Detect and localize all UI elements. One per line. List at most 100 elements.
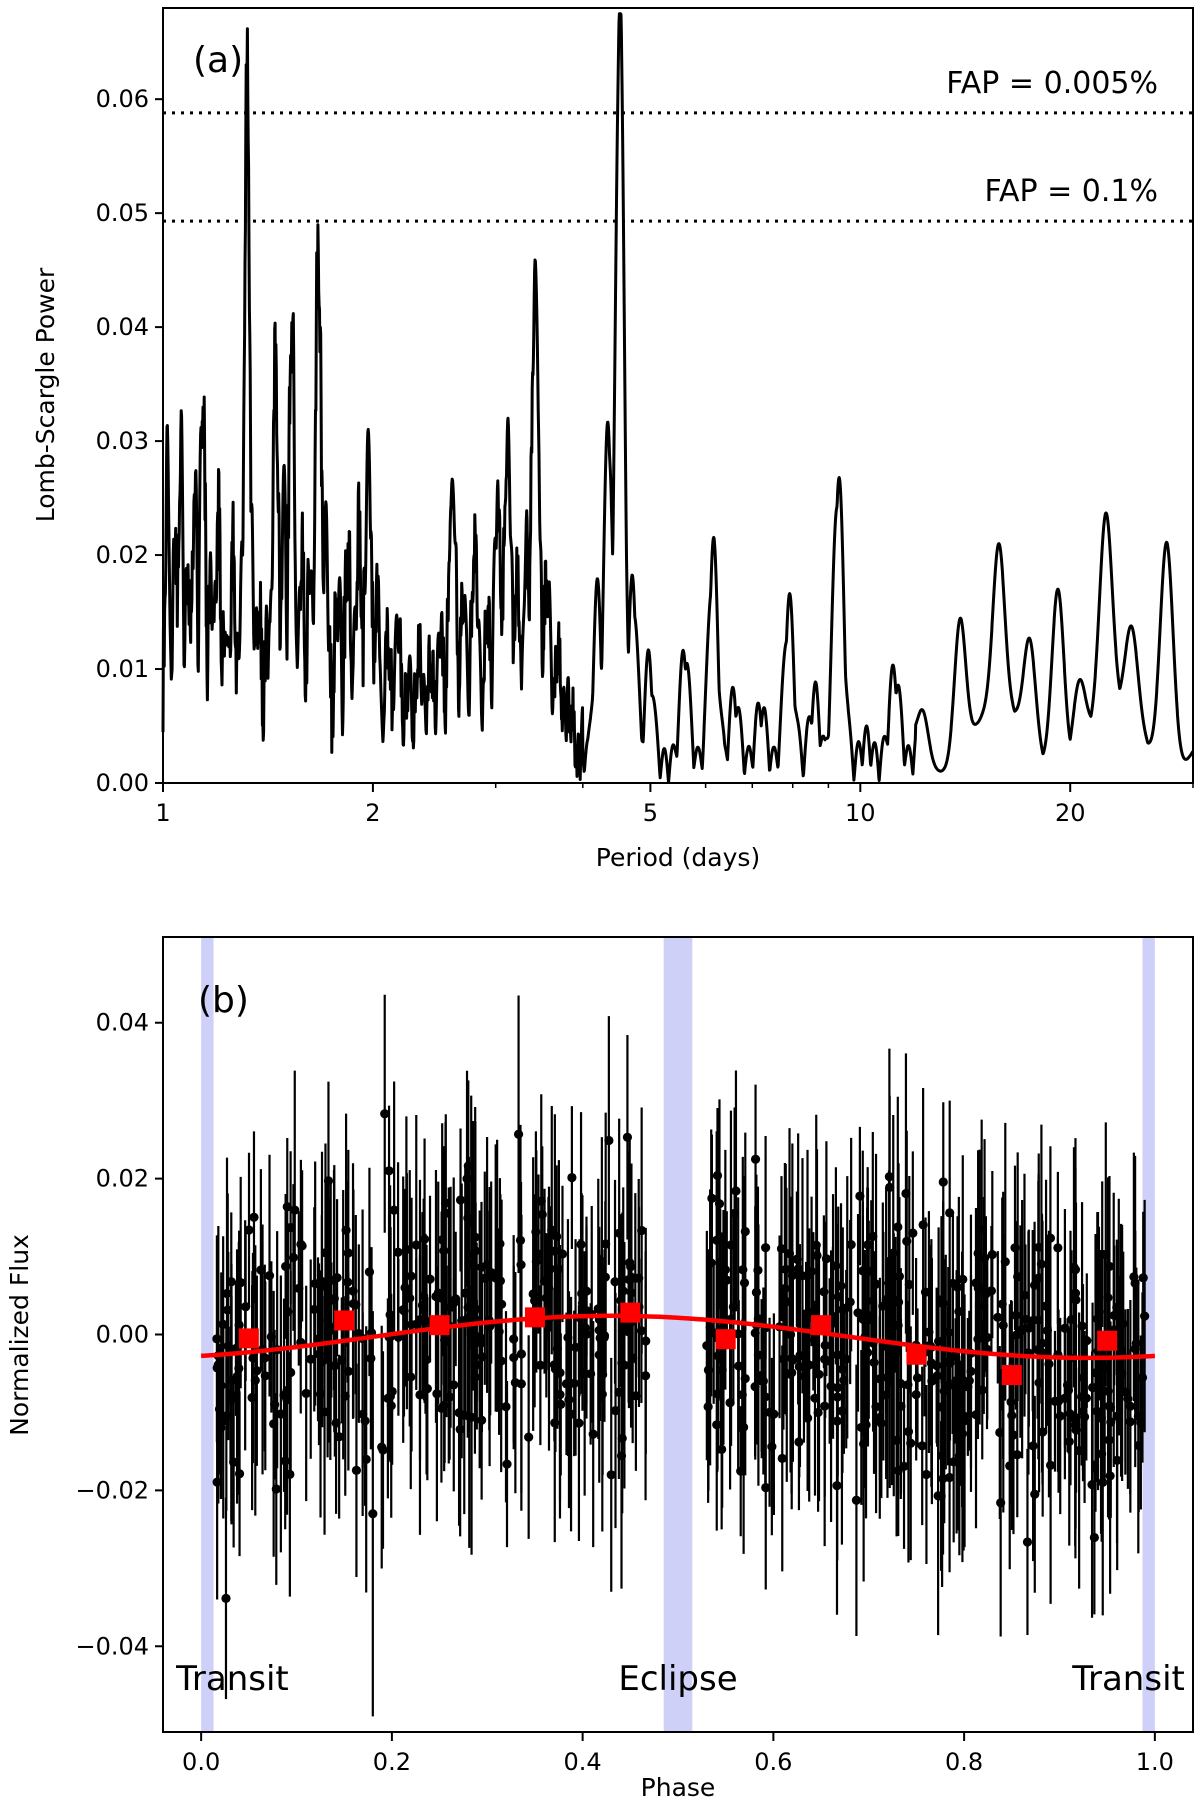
data-point [1055, 1411, 1065, 1421]
data-point [761, 1482, 771, 1493]
data-point [640, 1371, 651, 1381]
data-point [271, 1484, 281, 1494]
data-point [411, 1240, 421, 1250]
data-point [601, 1239, 611, 1249]
binned-point [715, 1329, 736, 1350]
data-point [981, 1289, 991, 1299]
data-point [301, 1388, 311, 1399]
x-tick-label: 0.4 [564, 1748, 602, 1776]
y-axis: −0.04 −0.02 0.00 0.02 0.04 [75, 1009, 163, 1660]
binned-point [1001, 1365, 1022, 1386]
data-point [226, 1277, 236, 1287]
data-point [439, 1400, 449, 1410]
binned-point [811, 1315, 832, 1336]
data-point [826, 1381, 836, 1391]
data-point [252, 1366, 262, 1376]
data-point [893, 1320, 903, 1330]
data-point [893, 1222, 903, 1232]
data-point [294, 1283, 304, 1294]
x-tick-label: 2 [365, 799, 380, 827]
data-point [1087, 1480, 1097, 1490]
periodogram-line [161, 12, 1195, 784]
data-point [432, 1389, 442, 1399]
data-point [341, 1225, 351, 1235]
data-point [351, 1465, 362, 1475]
data-point [971, 1410, 981, 1420]
y-tick-label: 0.02 [96, 541, 149, 569]
data-point [908, 1228, 918, 1238]
x-axis-label: Phase [641, 1773, 716, 1800]
data-point [343, 1277, 353, 1287]
data-point [1034, 1378, 1044, 1388]
data-point [1012, 1450, 1022, 1460]
data-point [943, 1327, 953, 1337]
y-tick-label: 0.02 [96, 1165, 149, 1193]
y-tick-label: 0.00 [96, 769, 149, 797]
data-point [533, 1249, 544, 1259]
data-point [1090, 1368, 1101, 1378]
data-point [955, 1418, 965, 1428]
y-tick-label: 0.01 [96, 655, 149, 683]
data-point [891, 1435, 902, 1445]
data-point [1036, 1259, 1047, 1269]
data-point [753, 1265, 763, 1275]
data-point [1129, 1272, 1139, 1282]
x-tick-label: 0.2 [373, 1748, 411, 1776]
region-label: Transit [1071, 1659, 1185, 1699]
data-point [320, 1248, 331, 1258]
data-point [513, 1129, 524, 1139]
binned-point [1097, 1330, 1118, 1351]
data-point [280, 1456, 290, 1466]
x-tick-label: 10 [845, 799, 876, 827]
data-point [751, 1287, 761, 1297]
data-point [1077, 1321, 1087, 1331]
data-point [366, 1353, 376, 1363]
data-point [466, 1412, 477, 1422]
region-labels: Transit Eclipse Transit [175, 1659, 1185, 1699]
region-label: Eclipse [618, 1659, 737, 1699]
data-point [1112, 1455, 1122, 1465]
data-point [903, 1380, 913, 1390]
data-point [315, 1389, 326, 1399]
data-point [875, 1374, 885, 1384]
data-point [917, 1441, 927, 1451]
data-point [737, 1390, 747, 1400]
region-label: Transit [175, 1659, 289, 1699]
model-curve [200, 1313, 1156, 1361]
data-point [1045, 1460, 1056, 1470]
data-point [703, 1402, 713, 1412]
data-point [951, 1397, 962, 1407]
fap-thresholds: FAP = 0.005% FAP = 0.1% [163, 66, 1193, 223]
data-point [918, 1220, 928, 1230]
data-point [1030, 1489, 1040, 1499]
y-tick-label: 0.04 [96, 313, 149, 341]
data-point [385, 1310, 395, 1320]
data-point [389, 1205, 399, 1215]
x-tick-label: 0.0 [182, 1748, 220, 1776]
data-point [244, 1225, 254, 1235]
data-point [282, 1386, 292, 1396]
data-point [780, 1283, 790, 1294]
data-point [425, 1274, 435, 1284]
data-point [1028, 1441, 1038, 1451]
data-point [859, 1439, 869, 1449]
data-point [470, 1246, 480, 1256]
data-point [966, 1366, 976, 1376]
data-point [264, 1271, 275, 1281]
data-point [286, 1367, 296, 1378]
data-point [480, 1273, 490, 1283]
data-point [496, 1299, 507, 1309]
data-point [1100, 1363, 1110, 1373]
data-point [549, 1360, 559, 1370]
x-tick-label: 0.6 [754, 1748, 792, 1776]
y-axis: 0.00 0.01 0.02 0.03 0.04 0.05 0.06 [96, 85, 163, 797]
y-axis-label: Normalized Flux [5, 1234, 34, 1436]
data-point [212, 1334, 222, 1344]
data-point [1096, 1391, 1106, 1401]
data-point [545, 1264, 555, 1274]
data-point [810, 1393, 820, 1403]
data-points [212, 994, 1150, 1717]
panel-label: (a) [193, 40, 243, 81]
data-point [1038, 1427, 1048, 1437]
